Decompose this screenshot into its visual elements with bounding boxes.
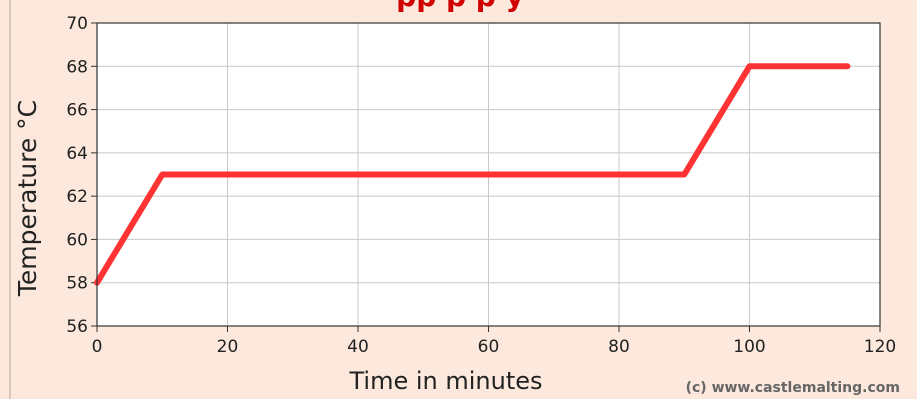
x-tick-label: 60 [478, 337, 500, 357]
y-tick-label: 70 [66, 14, 88, 34]
plot-border [96, 22, 881, 327]
x-axis-label: Time in minutes [348, 367, 542, 395]
x-tick-label: 120 [864, 337, 896, 357]
y-tick-label: 62 [66, 187, 88, 207]
x-tick-label: 40 [347, 337, 369, 357]
y-axis-ticks: 56 58 60 62 64 66 68 70 [66, 14, 97, 337]
y-tick-label: 66 [66, 101, 88, 121]
x-tick-label: 0 [92, 337, 103, 357]
x-tick-label: 20 [217, 337, 239, 357]
y-axis-label: Temperature °C [13, 100, 42, 297]
y-tick-label: 64 [66, 144, 88, 164]
y-tick-label: 58 [66, 274, 88, 294]
series-group [94, 63, 851, 286]
x-axis-ticks: 0 20 40 60 80 100 120 [92, 326, 896, 357]
x-tick-label: 80 [608, 337, 630, 357]
series-line [94, 63, 851, 286]
x-tick-label: 100 [733, 337, 765, 357]
y-tick-label: 60 [66, 230, 88, 250]
copyright-annotation: (c) www.castlemalting.com [686, 380, 900, 396]
y-tick-label: 68 [66, 57, 88, 77]
y-tick-label: 56 [66, 317, 88, 337]
chart-title-partial: pp p p y [396, 0, 524, 13]
